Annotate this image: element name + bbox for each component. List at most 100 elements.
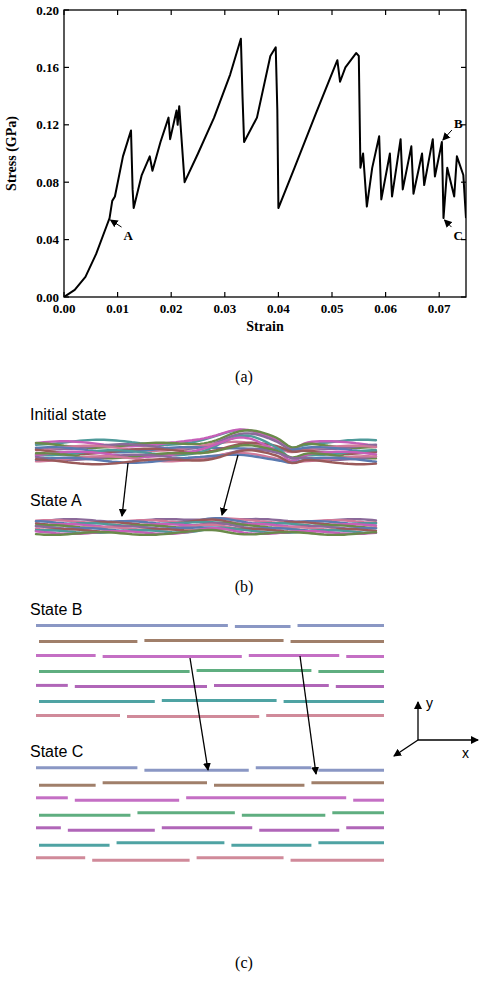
y-tick-right (461, 9, 466, 10)
chain-segment (39, 670, 190, 673)
chain-segment (103, 655, 242, 658)
plot-area (64, 39, 466, 297)
chain-segment (36, 624, 228, 627)
chain-segment (186, 796, 346, 799)
chain-segment (39, 700, 155, 703)
x-tick-label: 0.07 (428, 301, 451, 316)
chain-segment (197, 856, 284, 859)
axis-label: x (462, 745, 469, 761)
x-tick-top (63, 10, 64, 15)
y-tick (64, 182, 69, 183)
annotation-arrow (111, 220, 122, 227)
x-tick-top (117, 10, 118, 15)
chain-segment (318, 769, 384, 772)
chain-segment (92, 859, 189, 862)
chain-segment (162, 699, 277, 702)
annotation-arrow (444, 220, 451, 227)
chain-segment (36, 856, 85, 859)
arrow (300, 656, 316, 774)
x-tick-label: 0.02 (160, 301, 183, 316)
chain-segment (75, 685, 207, 688)
chain-segment (144, 639, 283, 642)
annotation-label: A (124, 228, 134, 243)
y-tick (64, 67, 69, 68)
chain-segment (256, 766, 312, 769)
plot-frame (64, 10, 466, 297)
chain-segment (68, 829, 155, 832)
chain-segment (127, 715, 259, 718)
chain-segment (336, 685, 384, 688)
x-tick-label: 0.06 (374, 301, 397, 316)
chain-segment (231, 844, 311, 847)
chain-segment (36, 826, 61, 829)
fibre-bundles (36, 430, 376, 535)
chain-segment (214, 684, 329, 687)
chain-segment (103, 781, 207, 784)
x-tick (439, 292, 440, 297)
x-tick-top (278, 10, 279, 15)
chain-segment (318, 670, 384, 673)
chain-segment (259, 829, 339, 832)
chains (36, 625, 384, 860)
chain-segment (353, 799, 384, 802)
chain-segment (346, 826, 384, 829)
y-tick (64, 239, 69, 240)
y-tick (64, 124, 69, 125)
chain-segment (36, 654, 96, 657)
chain-segment (39, 814, 130, 817)
y-tick-right (461, 296, 466, 297)
x-tick-label: 0.04 (267, 301, 290, 316)
figure: 0.000.010.020.030.040.050.060.070.000.04… (0, 0, 488, 993)
x-tick-top (385, 10, 386, 15)
chain-segment (36, 766, 137, 769)
x-tick-label: 0.03 (213, 301, 236, 316)
state-label: State B (30, 601, 82, 618)
chain-segment (311, 781, 384, 784)
chain-segment (298, 624, 384, 627)
state-label: State A (30, 492, 82, 509)
x-tick-top (439, 10, 440, 15)
annotation-label: C (453, 228, 462, 243)
chain-segment (144, 769, 248, 772)
y-tick-label: 0.20 (36, 3, 59, 18)
x-tick-label: 0.05 (321, 301, 344, 316)
annotation-arrow (443, 130, 452, 140)
chain-segment (36, 796, 68, 799)
fibre (36, 528, 376, 534)
x-axis-title: Strain (246, 319, 284, 334)
y-tick-label: 0.00 (36, 290, 59, 305)
y-tick-right (461, 67, 466, 68)
arrow (222, 455, 238, 515)
panel-label: (a) (235, 368, 253, 386)
x-tick-top (331, 10, 332, 15)
chain-segment (332, 811, 384, 814)
chain-segment (318, 841, 384, 844)
x-tick (171, 292, 172, 297)
y-tick-label: 0.16 (36, 60, 59, 75)
x-tick (331, 292, 332, 297)
chain-segment (117, 841, 225, 844)
state-label: State C (30, 743, 83, 760)
x-tick (117, 292, 118, 297)
stress-strain-line (64, 39, 466, 297)
fibre (36, 450, 376, 464)
y-tick (64, 9, 69, 10)
chain-segment (242, 814, 325, 817)
chain-segment (284, 700, 384, 703)
arrow (190, 658, 208, 770)
chain-segment (39, 784, 96, 787)
chain-segment (137, 811, 234, 814)
chain-segment (36, 684, 68, 687)
y-tick-label: 0.12 (36, 117, 59, 132)
chain-segment (36, 714, 120, 717)
panel-label: (b) (235, 578, 254, 596)
chain-segment (266, 714, 384, 717)
panel-label: (c) (235, 954, 253, 972)
x-tick (278, 292, 279, 297)
chain-segment (197, 669, 312, 672)
chain-segment (291, 640, 384, 643)
y-tick-label: 0.04 (36, 232, 59, 247)
axis-arrow (394, 740, 418, 756)
arrow (122, 463, 128, 516)
chain-segment (249, 654, 339, 657)
